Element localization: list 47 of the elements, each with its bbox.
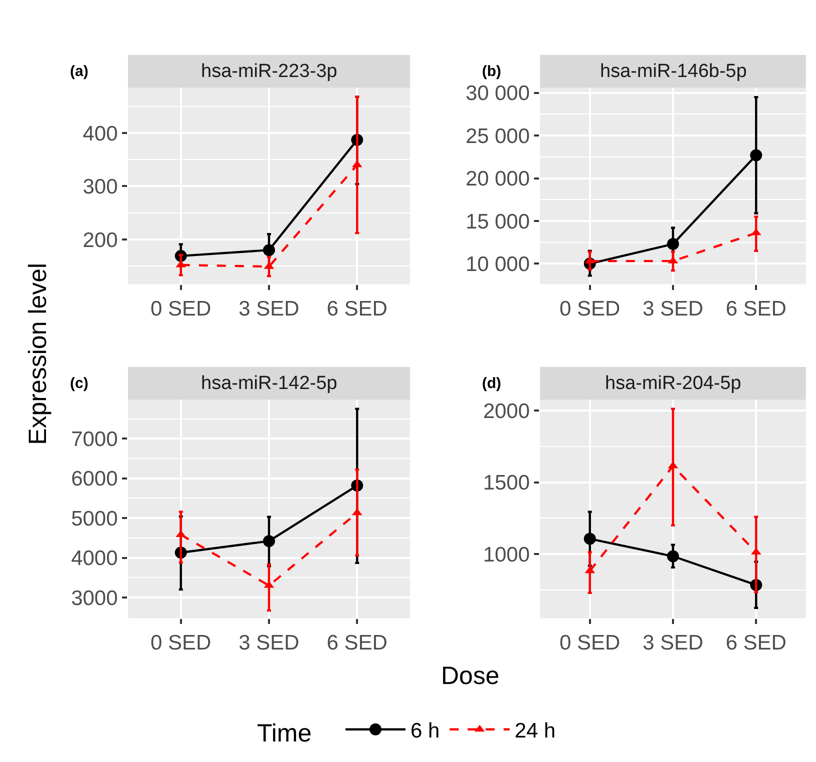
x-tick-label: 0 SED [150,297,212,320]
y-tick-label: 1000 [483,543,530,566]
legend-title: Time [257,720,332,748]
y-tick-label: 7000 [71,428,118,452]
point [584,532,596,545]
y-tick-label: 400 [82,122,118,146]
y-tick-label: 300 [82,176,118,199]
x-tick-label: 3 SED [238,297,300,320]
y-tick-label: 30 000 [466,82,530,106]
chart-title: hsa-miR-142-5p [201,373,338,394]
text: (d) [482,375,502,392]
chart-title: hsa-miR-146b-5p [600,61,747,82]
x-tick-label: 6 SED [326,297,388,320]
y-tick-label: 200 [82,228,118,252]
text: (b) [482,63,502,80]
y-tick-label: 5000 [71,507,118,530]
point [667,550,679,562]
point [667,238,679,250]
x-tick-label: 6 SED [726,631,786,654]
y-axis-title: Expression level [24,262,52,445]
y-tick-label: 4000 [71,547,118,570]
x-tick-label: 0 SED [560,297,620,320]
x-tick-label: 6 SED [326,631,388,654]
x-tick-label: 3 SED [238,631,300,654]
legend-label: 24 h [514,720,556,743]
text: (a) [70,63,88,80]
x-axis-title: Dose [441,662,500,690]
y-tick-label: 6000 [71,468,118,491]
chart-title: hsa-miR-204-5p [605,373,742,394]
x-tick-label: 3 SED [642,297,704,320]
y-tick-label: 10 000 [466,252,530,276]
y-tick-label: 25 000 [466,124,530,148]
text: (c) [70,375,88,392]
y-tick-label: 20 000 [466,168,530,191]
y-tick-label: 1500 [483,472,530,495]
x-tick-label: 0 SED [150,631,212,654]
chart-title: hsa-miR-223-3p [201,61,338,82]
point [263,535,275,548]
y-tick-label: 2000 [483,400,530,423]
x-tick-label: 0 SED [560,631,620,654]
x-tick-label: 3 SED [642,631,704,654]
y-tick-label: 3000 [71,586,118,610]
x-tick-label: 6 SED [726,297,786,320]
point [263,244,275,256]
point [750,149,762,162]
legend-label: 6 h [410,720,440,743]
y-tick-label: 15 000 [466,210,530,234]
